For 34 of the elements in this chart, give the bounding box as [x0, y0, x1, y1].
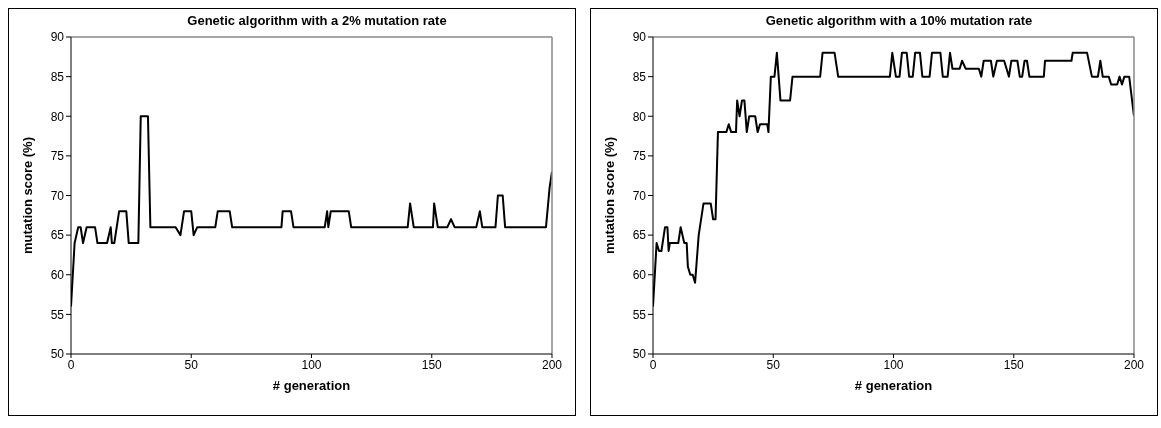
y-tick-label: 85	[632, 69, 647, 84]
y-tick-label: 55	[632, 307, 647, 322]
y-tick-label: 90	[50, 30, 65, 45]
y-tick-label: 55	[50, 307, 65, 322]
y-tick-label: 80	[50, 109, 65, 124]
y-tick-label: 75	[50, 149, 65, 164]
y-tick-label: 70	[50, 188, 65, 203]
x-tick-label: 0	[67, 357, 75, 372]
x-tick-label: 200	[541, 357, 563, 372]
y-axis-title: mutation score (%)	[19, 136, 35, 255]
y-tick-label: 60	[632, 268, 647, 283]
chart-title: Genetic algorithm with a 10% mutation rate	[764, 13, 1034, 28]
y-tick-label: 75	[632, 149, 647, 164]
y-tick-label: 90	[632, 30, 647, 45]
y-axis-title: mutation score (%)	[601, 136, 617, 255]
x-tick-label: 50	[184, 357, 199, 372]
x-tick-label: 0	[649, 357, 657, 372]
x-tick-label: 200	[1123, 357, 1145, 372]
x-tick-label: 100	[883, 357, 904, 372]
y-tick-label: 65	[50, 228, 65, 243]
y-tick-label: 70	[632, 188, 647, 203]
x-tick-label: 50	[766, 357, 781, 372]
y-tick-label: 50	[632, 347, 647, 362]
x-axis-title: # generation	[272, 378, 351, 393]
x-tick-label: 100	[301, 357, 322, 372]
y-tick-label: 85	[50, 69, 65, 84]
y-tick-label: 65	[632, 228, 647, 243]
y-tick-label: 60	[50, 268, 65, 283]
chart-title: Genetic algorithm with a 2% mutation rate	[186, 13, 448, 28]
x-axis-title: # generation	[854, 378, 933, 393]
y-tick-label: 50	[50, 347, 65, 362]
x-tick-label: 150	[1003, 357, 1025, 372]
y-tick-label: 80	[632, 109, 647, 124]
x-tick-label: 150	[421, 357, 443, 372]
